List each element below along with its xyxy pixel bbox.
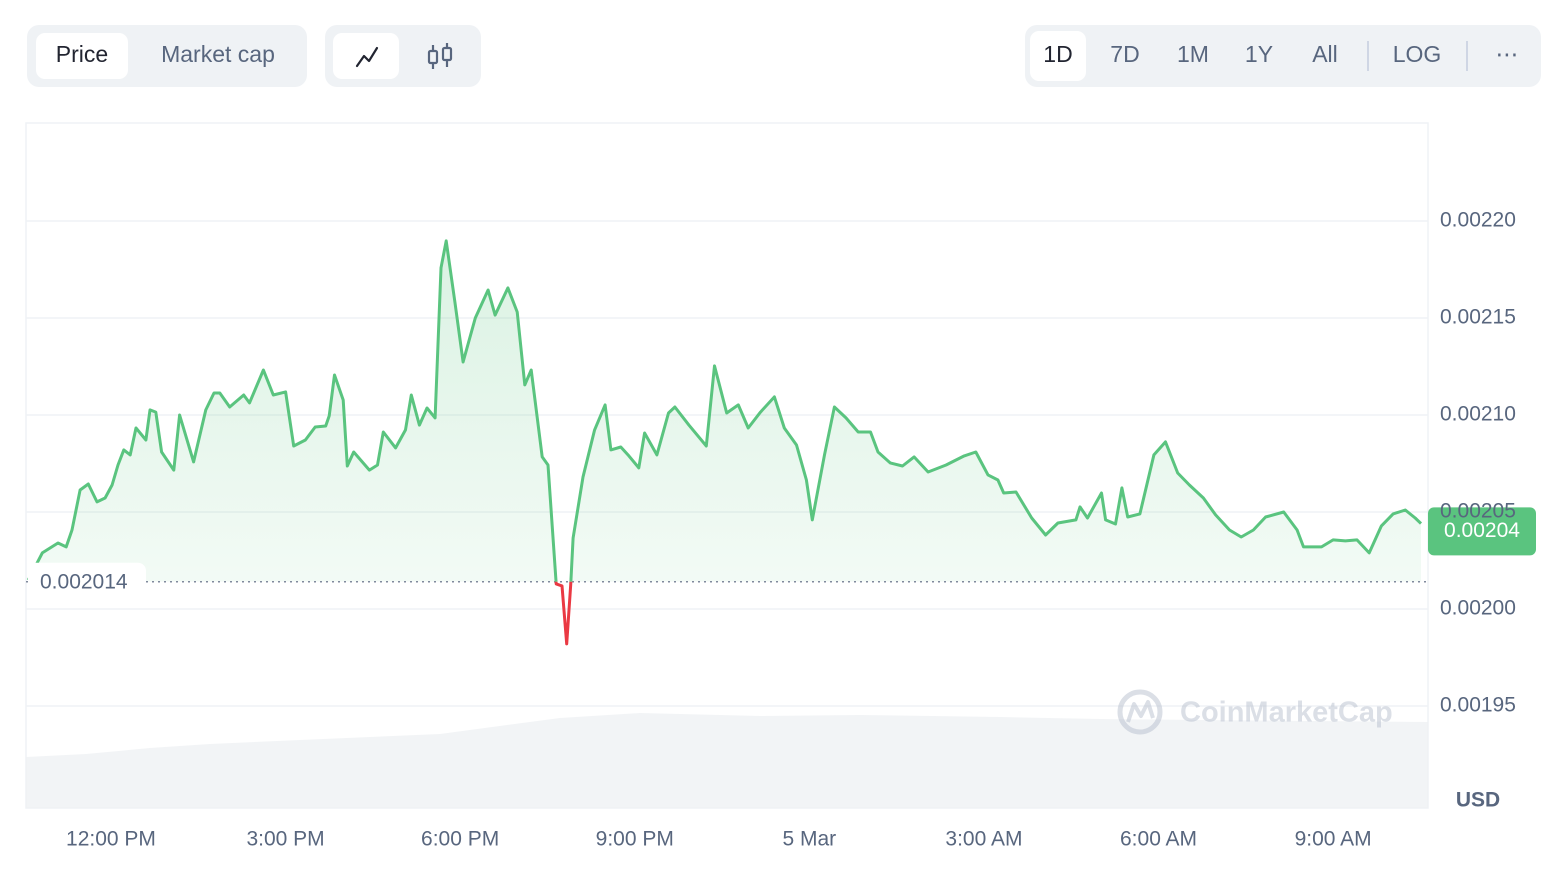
line-style-active[interactable] (333, 33, 399, 79)
last-price-badge (1428, 507, 1536, 556)
last-price-label: 0.00204 (1444, 519, 1520, 542)
line-icon[interactable] (355, 46, 379, 68)
y-tick-label: 0.00205 (1440, 500, 1516, 523)
y-tick-label: 0.00195 (1440, 694, 1516, 717)
log-toggle[interactable]: LOG (1393, 41, 1442, 67)
range-tab[interactable]: 1D (1043, 41, 1072, 67)
reference-label-bg (28, 562, 146, 601)
x-tick-label: 5 Mar (783, 828, 837, 851)
watermark-text: CoinMarketCap (1180, 697, 1393, 729)
metric-tab[interactable]: Market cap (161, 41, 275, 67)
active-tab[interactable] (1030, 31, 1086, 81)
range-tab[interactable]: 7D (1110, 41, 1139, 67)
price-area (28, 240, 1422, 582)
reference-label: 0.002014 (40, 570, 128, 593)
y-tick-label: 0.00215 (1440, 306, 1516, 329)
range-tab[interactable]: All (1312, 41, 1338, 67)
watermark: CoinMarketCap (1117, 689, 1393, 735)
y-tick-label: 0.00200 (1440, 597, 1516, 620)
x-tick-label: 3:00 PM (246, 828, 324, 851)
price-line (26, 239, 1423, 582)
range-toggle (1025, 25, 1541, 87)
y-tick-label: 0.00220 (1440, 209, 1516, 232)
candle-icon[interactable] (427, 43, 453, 69)
range-tab[interactable]: 1M (1177, 41, 1209, 67)
volume-background (26, 713, 1428, 808)
x-tick-label: 9:00 AM (1295, 828, 1372, 851)
active-tab[interactable] (36, 33, 128, 79)
y-unit: USD (1456, 789, 1500, 812)
more-button[interactable]: ⋯ (1496, 41, 1519, 67)
range-tab[interactable]: 1Y (1245, 41, 1273, 67)
x-tick-label: 12:00 PM (66, 828, 156, 851)
metric-tab[interactable]: Price (56, 41, 108, 67)
x-tick-label: 3:00 AM (945, 828, 1022, 851)
x-tick-label: 6:00 AM (1120, 828, 1197, 851)
y-tick-label: 0.00210 (1440, 403, 1516, 426)
x-tick-label: 6:00 PM (421, 828, 499, 851)
x-tick-label: 9:00 PM (596, 828, 674, 851)
